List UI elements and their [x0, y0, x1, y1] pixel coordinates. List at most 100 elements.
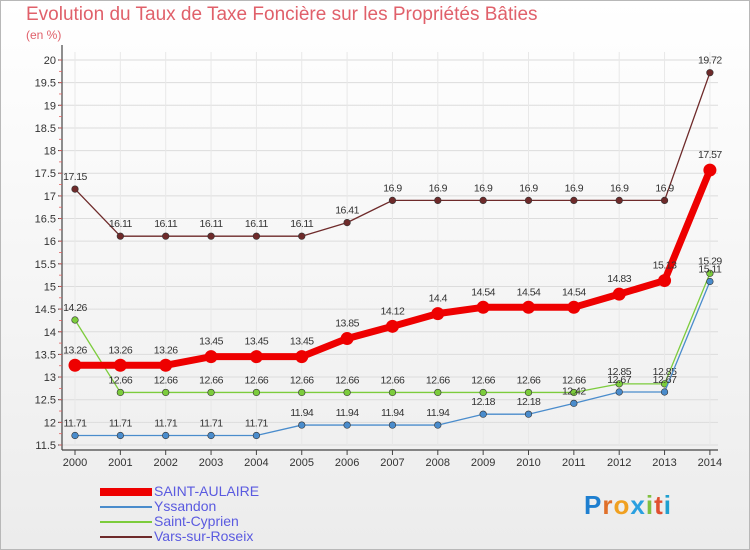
data-point: [159, 358, 173, 372]
data-label: 12.42: [562, 385, 586, 397]
y-tick-label: 18.5: [35, 123, 56, 135]
data-point: [524, 196, 533, 205]
data-label: 14.54: [562, 286, 586, 298]
data-point: [204, 350, 218, 364]
data-point: [298, 388, 306, 397]
y-tick-label: 15: [44, 281, 56, 293]
data-point: [298, 421, 306, 429]
x-tick-label: 2004: [244, 457, 268, 469]
data-label: 17.57: [698, 149, 722, 161]
data-label: 16.41: [335, 205, 359, 217]
data-point: [249, 350, 263, 364]
data-label: 16.9: [610, 182, 629, 194]
data-label: 12.85: [607, 366, 631, 378]
data-point: [706, 69, 714, 77]
data-label: 14.54: [517, 286, 541, 298]
data-point: [207, 388, 215, 397]
data-label: 16.9: [383, 182, 402, 194]
y-tick-label: 20: [44, 55, 56, 67]
data-point: [343, 388, 351, 397]
data-point: [658, 274, 672, 288]
data-label: 12.66: [562, 374, 586, 386]
unit-label: (en %): [26, 28, 62, 42]
data-point: [703, 163, 717, 177]
y-tick-label: 19.5: [35, 78, 56, 90]
data-point: [71, 431, 79, 440]
data-label: 12.66: [199, 374, 223, 386]
data-point: [479, 410, 487, 418]
data-point: [116, 431, 124, 440]
legend-swatch: [100, 521, 152, 523]
logo-letter: x: [630, 490, 646, 520]
x-tick-label: 2008: [426, 457, 450, 469]
data-label: 12.66: [108, 374, 132, 386]
data-point: [570, 196, 578, 205]
x-tick-label: 2003: [199, 457, 223, 469]
data-point: [113, 358, 127, 372]
data-label: 12.67: [607, 374, 631, 386]
data-point: [385, 319, 399, 333]
data-label: 12.66: [154, 374, 178, 386]
data-label: 15.29: [698, 255, 722, 267]
data-point: [660, 388, 669, 396]
x-tick-label: 2013: [652, 457, 676, 469]
y-tick-label: 15.5: [35, 259, 56, 271]
data-label: 16.11: [200, 218, 224, 230]
data-point: [660, 196, 669, 205]
data-point: [706, 269, 714, 277]
x-tick-label: 2012: [607, 457, 631, 469]
data-label: 11.94: [426, 407, 450, 419]
x-tick-label: 2006: [335, 457, 359, 469]
data-label: 12.66: [381, 374, 405, 386]
data-point: [68, 358, 82, 372]
data-point: [162, 232, 170, 240]
data-point: [116, 232, 124, 240]
data-label: 11.71: [109, 417, 133, 429]
data-point: [570, 388, 578, 397]
data-point: [388, 388, 397, 397]
y-tick-label: 12.5: [35, 395, 56, 407]
data-label: 11.71: [200, 417, 224, 429]
data-point: [479, 196, 487, 205]
data-point: [340, 332, 354, 346]
data-label: 16.9: [519, 182, 538, 194]
data-label: 19.72: [698, 55, 722, 67]
data-point: [615, 388, 623, 396]
data-label: 14.12: [381, 305, 405, 317]
data-label: 13.85: [335, 318, 359, 330]
data-point: [162, 388, 170, 397]
y-tick-label: 17.5: [35, 168, 56, 180]
logo-letter: o: [613, 490, 631, 520]
data-label: 12.66: [245, 374, 269, 386]
data-label: 11.71: [64, 417, 88, 429]
data-point: [116, 388, 124, 397]
data-label: 12.66: [517, 374, 541, 386]
data-point: [479, 388, 487, 397]
logo-letter: i: [645, 490, 655, 520]
legend-swatch: [100, 536, 152, 538]
y-tick-label: 14: [44, 327, 56, 339]
data-point: [434, 421, 442, 429]
data-label: 13.26: [154, 344, 178, 356]
data-label: 16.9: [429, 182, 448, 194]
legend-label: SAINT-AULAIRE: [154, 483, 260, 499]
data-label: 12.67: [653, 374, 677, 386]
y-tick-label: 16.5: [35, 214, 56, 226]
data-point: [476, 300, 490, 314]
y-tick-label: 12: [44, 417, 56, 429]
y-tick-label: 19: [44, 100, 56, 112]
x-tick-label: 2014: [698, 457, 722, 469]
logo-letter: P: [584, 490, 603, 520]
x-tick-label: 2000: [63, 457, 87, 469]
x-tick-label: 2007: [380, 457, 404, 469]
data-point: [207, 232, 215, 240]
y-tick-label: 16: [44, 236, 56, 248]
data-label: 14.4: [429, 293, 448, 305]
data-label: 12.18: [471, 396, 495, 408]
data-label: 16.11: [245, 218, 269, 230]
logo-letter: r: [602, 490, 614, 520]
x-tick-label: 2009: [471, 457, 495, 469]
legend-label: Vars-sur-Roseix: [154, 528, 254, 544]
